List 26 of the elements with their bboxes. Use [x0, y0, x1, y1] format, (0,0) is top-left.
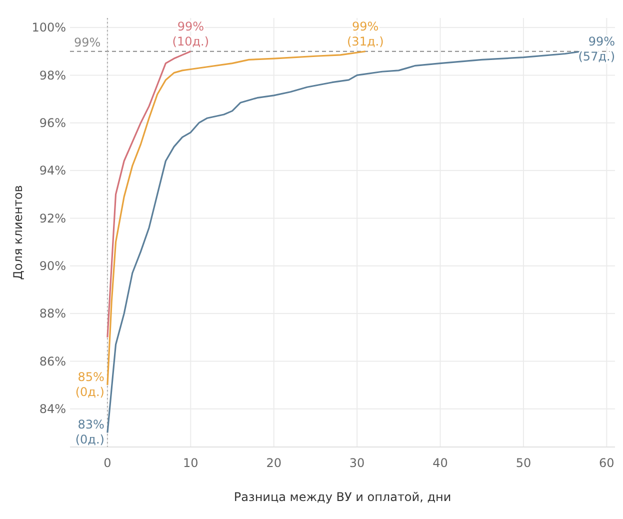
x-tick-label: 40 — [432, 456, 448, 470]
x-tick-label: 60 — [599, 456, 614, 470]
x-tick-label: 30 — [349, 456, 365, 470]
ref-line-label: 99% — [74, 35, 101, 50]
y-tick-label: 98% — [39, 68, 66, 82]
x-tick-label: 50 — [516, 456, 532, 470]
annotation: 99% (31д.) — [347, 19, 384, 48]
y-tick-label: 86% — [39, 354, 66, 368]
annotation: 85% (0д.) — [75, 370, 104, 400]
y-tick-label: 100% — [32, 20, 66, 35]
annotation: 83% (0д.) — [75, 418, 104, 447]
x-tick-label: 20 — [266, 456, 282, 470]
line-series — [106, 50, 192, 338]
annotation: 99% (57д.) — [578, 34, 615, 64]
y-tick-label: 94% — [39, 164, 66, 178]
y-tick-label: 84% — [39, 402, 66, 416]
x-tick-label: 10 — [183, 456, 198, 470]
y-tick-label: 92% — [39, 211, 66, 226]
annotation: 99% (10д.) — [172, 19, 210, 48]
y-tick-label: 90% — [39, 259, 66, 274]
y-axis-title: Доля клиентов — [11, 185, 25, 280]
y-tick-label: 88% — [39, 306, 66, 321]
y-tick-label: 96% — [39, 116, 66, 130]
line-series — [106, 50, 366, 386]
x-axis-title: Разница между ВУ и оплатой, дни — [234, 490, 452, 504]
x-tick-label: 0 — [104, 456, 112, 470]
